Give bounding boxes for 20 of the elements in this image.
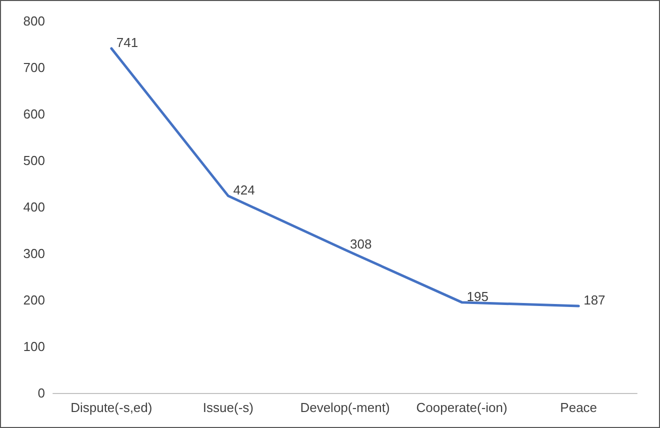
data-label: 195 [466,288,489,304]
x-tick-label: Dispute(-s,ed) [70,400,152,415]
y-tick-label: 800 [23,14,45,28]
y-tick-label: 0 [38,386,45,400]
y-tick-label: 700 [23,60,45,75]
data-label: 741 [116,34,138,50]
y-tick-label: 200 [23,292,45,308]
data-label: 424 [233,182,255,198]
y-tick-label: 300 [23,246,45,261]
y-tick-label: 100 [23,339,45,354]
y-tick-label: 400 [23,200,45,214]
line-series [110,47,580,308]
x-tick-label: Cooperate(-ion) [416,400,508,415]
x-tick-label: Issue(-s) [202,400,254,415]
y-tick-label: 600 [23,106,45,122]
x-tick-label: Peace [560,400,598,415]
data-label: 187 [584,292,606,308]
y-tick-label: 500 [23,153,45,168]
data-label: 308 [350,236,372,252]
x-tick-label: Develop(-ment) [300,400,390,415]
